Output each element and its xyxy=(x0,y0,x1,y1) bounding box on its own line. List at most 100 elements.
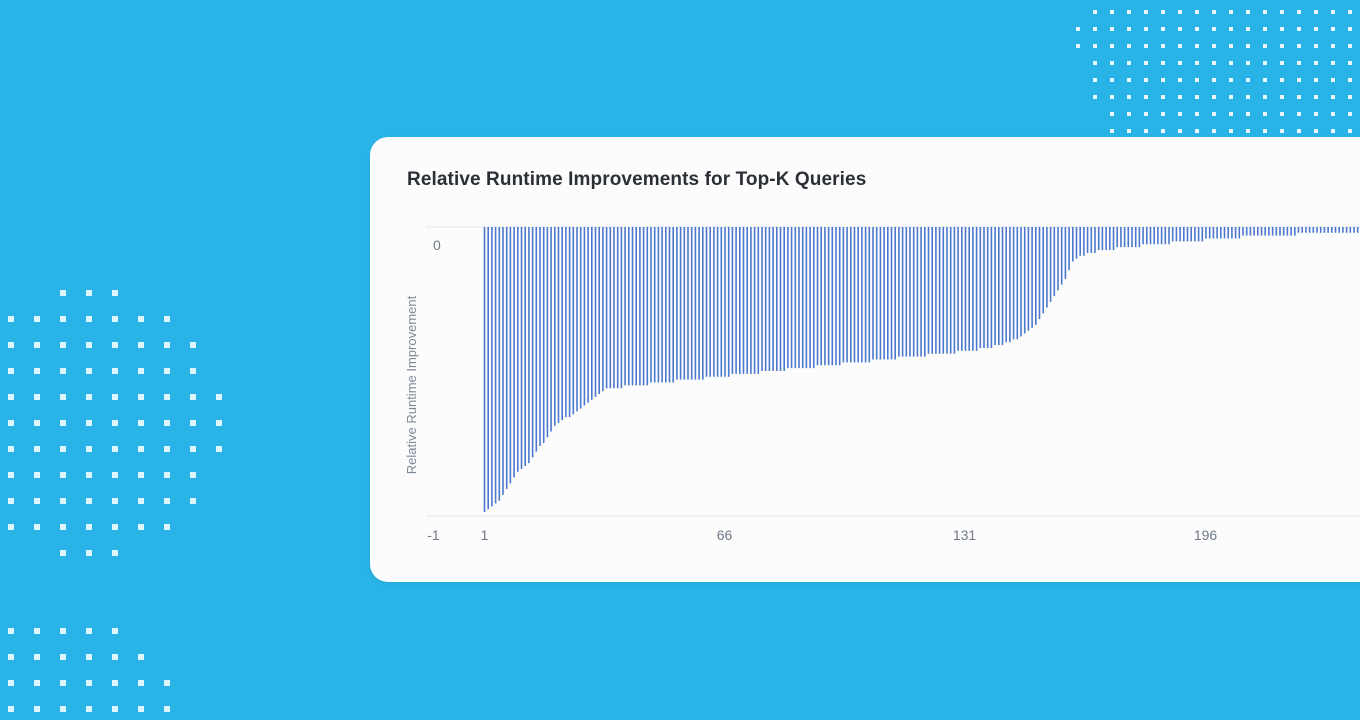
y-tick-label: 0 xyxy=(433,237,441,253)
decor-dot xyxy=(1110,129,1114,133)
decor-dot xyxy=(1195,95,1199,99)
decor-dot xyxy=(1246,112,1250,116)
decor-dot xyxy=(1093,61,1097,65)
decor-dot xyxy=(1212,27,1216,31)
decor-dot xyxy=(1263,44,1267,48)
decor-dot xyxy=(1348,95,1352,99)
decor-dot xyxy=(138,394,144,400)
decor-dot xyxy=(112,654,118,660)
decor-dot xyxy=(1246,78,1250,82)
decor-dot xyxy=(86,472,92,478)
decor-dot xyxy=(1297,61,1301,65)
decor-dot xyxy=(1229,95,1233,99)
decor-dot xyxy=(86,550,92,556)
decor-dot xyxy=(1161,44,1165,48)
decor-dot xyxy=(1144,78,1148,82)
decor-dot xyxy=(1280,61,1284,65)
decor-dot xyxy=(1348,61,1352,65)
decor-dot xyxy=(1195,61,1199,65)
decor-dot xyxy=(86,680,92,686)
x-tick-labels: -1 1 66 131 196 xyxy=(427,527,1217,543)
decor-dot xyxy=(138,316,144,322)
decor-dot xyxy=(1280,10,1284,14)
decor-dot xyxy=(1178,61,1182,65)
decor-dot xyxy=(34,628,40,634)
decor-dot xyxy=(8,654,14,660)
decor-dot xyxy=(34,654,40,660)
decor-dot xyxy=(1144,61,1148,65)
decor-dot xyxy=(8,342,14,348)
decor-dot xyxy=(1297,95,1301,99)
decor-dot xyxy=(216,420,222,426)
decor-dot xyxy=(86,524,92,530)
decor-dot xyxy=(1161,27,1165,31)
decor-dot xyxy=(1331,27,1335,31)
x-tick-label: 131 xyxy=(953,527,977,543)
decor-dot xyxy=(112,680,118,686)
decor-dot xyxy=(1144,44,1148,48)
decor-dot xyxy=(1127,44,1131,48)
decor-dot xyxy=(1280,78,1284,82)
decor-dot xyxy=(60,654,66,660)
decor-dot xyxy=(1093,10,1097,14)
decor-dot xyxy=(1178,129,1182,133)
decor-dot xyxy=(86,342,92,348)
decor-dot xyxy=(8,420,14,426)
decor-dot xyxy=(1144,112,1148,116)
decor-dot xyxy=(1076,44,1080,48)
decor-dot xyxy=(216,394,222,400)
decor-dot xyxy=(1229,129,1233,133)
decor-dot xyxy=(60,394,66,400)
decor-dot xyxy=(1348,44,1352,48)
decor-dot xyxy=(1161,112,1165,116)
decor-dot xyxy=(1280,112,1284,116)
decor-dot xyxy=(1195,10,1199,14)
decor-dot xyxy=(138,420,144,426)
decor-dot xyxy=(34,498,40,504)
decor-dot xyxy=(138,706,144,712)
decor-dot xyxy=(1212,61,1216,65)
decor-dot xyxy=(1246,95,1250,99)
decor-dot xyxy=(164,472,170,478)
decor-dot xyxy=(60,472,66,478)
x-tick-label: 1 xyxy=(481,527,489,543)
decor-dot xyxy=(164,706,170,712)
decor-dot xyxy=(190,472,196,478)
decor-dot xyxy=(1331,129,1335,133)
decor-dot xyxy=(8,628,14,634)
decor-dot xyxy=(1297,27,1301,31)
x-tick-label: 196 xyxy=(1194,527,1218,543)
decor-dot xyxy=(1127,112,1131,116)
decor-dot xyxy=(86,706,92,712)
decor-dot xyxy=(1246,61,1250,65)
decor-dot xyxy=(86,498,92,504)
decor-dot xyxy=(1178,27,1182,31)
decor-dot xyxy=(60,550,66,556)
decor-dot xyxy=(86,420,92,426)
decor-dot xyxy=(1348,27,1352,31)
decor-dot xyxy=(1263,112,1267,116)
decor-dot xyxy=(1110,78,1114,82)
decor-dot xyxy=(1093,27,1097,31)
decor-dot xyxy=(112,290,118,296)
decor-dot xyxy=(1297,10,1301,14)
decor-dot xyxy=(86,368,92,374)
decor-dot xyxy=(1229,44,1233,48)
decor-dot xyxy=(138,342,144,348)
decor-dot xyxy=(86,316,92,322)
bars-group xyxy=(483,227,1359,513)
decor-dot xyxy=(1246,10,1250,14)
decor-dot xyxy=(86,290,92,296)
decor-dot xyxy=(1144,10,1148,14)
decor-dot xyxy=(1229,112,1233,116)
decor-dot xyxy=(8,368,14,374)
decor-dot xyxy=(86,628,92,634)
decor-dot xyxy=(1110,44,1114,48)
decor-dot xyxy=(1263,61,1267,65)
decor-dot xyxy=(1195,78,1199,82)
decor-dot xyxy=(164,342,170,348)
decor-dot xyxy=(1195,129,1199,133)
decor-dot xyxy=(1161,129,1165,133)
decor-dot xyxy=(1263,27,1267,31)
decor-dot xyxy=(60,524,66,530)
